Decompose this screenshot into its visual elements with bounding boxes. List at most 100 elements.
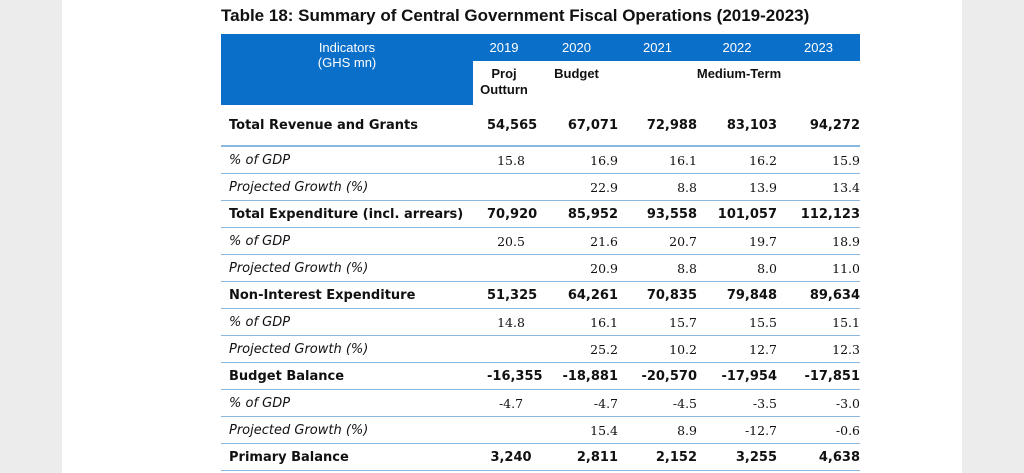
year-header: 2020 [535, 34, 618, 61]
cell-value: 16.1 [535, 308, 618, 336]
year-header: 2023 [777, 34, 860, 61]
cell-value: 19.7 [697, 227, 777, 255]
cell-value: -4.7 [535, 389, 618, 417]
cell-value: 85,952 [535, 200, 618, 228]
row-label: Projected Growth (%) [221, 254, 473, 282]
table-row: Projected Growth (%) 20.9 8.8 8.0 11.0 [221, 254, 860, 282]
cell-value: 10.2 [618, 335, 697, 363]
row-label: Projected Growth (%) [221, 335, 473, 363]
cell-value: 2,152 [618, 443, 697, 471]
subheader-budget: Budget [554, 66, 599, 81]
row-label: Budget Balance [221, 362, 473, 390]
table-title: Table 18: Summary of Central Government … [221, 6, 810, 25]
cell-value: 51,325 [473, 281, 537, 309]
cell-value: -12.7 [697, 416, 777, 444]
table-row: Total Revenue and Grants 54,565 67,071 72,9… [221, 105, 860, 147]
cell-value: 11.0 [777, 254, 860, 282]
cell-value: 14.8 [473, 308, 535, 336]
cell-value: -4.5 [618, 389, 697, 417]
year-header: 2021 [618, 34, 697, 61]
cell-value [473, 416, 535, 444]
cell-value: 12.3 [777, 335, 860, 363]
cell-value: 25.2 [535, 335, 618, 363]
table-row: % of GDP 20.5 21.6 20.7 19.7 18.9 [221, 227, 860, 255]
row-label: % of GDP [221, 389, 473, 417]
cell-value: 15.7 [618, 308, 697, 336]
year-header: 2022 [697, 34, 777, 61]
cell-value: 70,835 [618, 281, 697, 309]
cell-value: -17,851 [777, 362, 860, 390]
table-row: Primary Balance 3,240 2,811 2,152 3,255 4,638 [221, 443, 860, 471]
cell-value: 20.5 [473, 227, 535, 255]
cell-value: 18.9 [777, 227, 860, 255]
subheader-medium-term: Medium-Term [696, 66, 782, 81]
cell-value: 16.9 [535, 146, 618, 174]
cell-value: 16.1 [618, 146, 697, 174]
cell-value: 8.9 [618, 416, 697, 444]
cell-value: 70,920 [473, 200, 537, 228]
cell-value: 83,103 [697, 105, 777, 147]
table-row: Budget Balance -16,355 -18,881 -20,570 -17,9… [221, 362, 860, 390]
cell-value: 8.8 [618, 173, 697, 201]
cell-value: 8.8 [618, 254, 697, 282]
cell-value: 94,272 [777, 105, 860, 147]
row-label: Total Expenditure (incl. arrears) [221, 200, 473, 228]
cell-value: 54,565 [473, 105, 537, 147]
cell-value: 12.7 [697, 335, 777, 363]
cell-value [473, 335, 535, 363]
cell-value: 79,848 [697, 281, 777, 309]
table-row: Non-Interest Expenditure 51,325 64,261 70,8… [221, 281, 860, 309]
cell-value: 4,638 [777, 443, 860, 471]
cell-value: 21.6 [535, 227, 618, 255]
cell-value: -17,954 [697, 362, 777, 390]
table-row: Total Expenditure (incl. arrears) 70,920 8… [221, 200, 860, 228]
cell-value: 101,057 [697, 200, 777, 228]
table-row: Projected Growth (%) 25.2 10.2 12.7 12.3 [221, 335, 860, 363]
cell-value: 72,988 [618, 105, 697, 147]
year-header: 2019 [473, 34, 535, 61]
table-row: % of GDP -4.7 -4.7 -4.5 -3.5 -3.0 [221, 389, 860, 417]
cell-value: 16.2 [697, 146, 777, 174]
row-label: Primary Balance [221, 443, 473, 471]
subheader-proj-outturn: Proj Outturn [480, 66, 528, 97]
table-row: Projected Growth (%) 15.4 8.9 -12.7 -0.6 [221, 416, 860, 444]
cell-value: 2,811 [535, 443, 618, 471]
cell-value: -0.6 [777, 416, 860, 444]
cell-value: 112,123 [777, 200, 860, 228]
cell-value: -3.5 [697, 389, 777, 417]
cell-value: -20,570 [618, 362, 697, 390]
cell-value: 93,558 [618, 200, 697, 228]
cell-value [473, 173, 535, 201]
row-label: Projected Growth (%) [221, 416, 473, 444]
row-label: Projected Growth (%) [221, 173, 473, 201]
cell-value: 22.9 [535, 173, 618, 201]
cell-value: 67,071 [535, 105, 618, 147]
units-label: (GHS mn) [317, 55, 377, 70]
row-label: % of GDP [221, 308, 473, 336]
cell-value: -3.0 [777, 389, 860, 417]
cell-value: 13.4 [777, 173, 860, 201]
cell-value: 89,634 [777, 281, 860, 309]
cell-value: -4.7 [473, 389, 535, 417]
cell-value: 3,255 [697, 443, 777, 471]
cell-value: 20.7 [618, 227, 697, 255]
cell-value: 15.8 [473, 146, 535, 174]
table-row: Projected Growth (%) 22.9 8.8 13.9 13.4 [221, 173, 860, 201]
cell-value: 13.9 [697, 173, 777, 201]
cell-value: 15.4 [535, 416, 618, 444]
table-row: % of GDP 15.8 16.9 16.1 16.2 15.9 [221, 146, 860, 174]
cell-value: 15.9 [777, 146, 860, 174]
table-row: % of GDP 14.8 16.1 15.7 15.5 15.1 [221, 308, 860, 336]
cell-value: 8.0 [697, 254, 777, 282]
row-label: % of GDP [221, 227, 473, 255]
cell-value: 3,240 [473, 443, 535, 471]
row-label: % of GDP [221, 146, 473, 174]
indicators-header: Indicators (GHS mn) [221, 34, 473, 105]
cell-value: 15.1 [777, 308, 860, 336]
cell-value: -16,355 [473, 362, 543, 390]
row-label: Non-Interest Expenditure [221, 281, 473, 309]
fiscal-table: Indicators (GHS mn) 2019 2020 2021 2022 2… [221, 34, 860, 471]
cell-value: 64,261 [535, 281, 618, 309]
cell-value: -18,881 [535, 362, 618, 390]
row-label: Total Revenue and Grants [221, 105, 473, 147]
